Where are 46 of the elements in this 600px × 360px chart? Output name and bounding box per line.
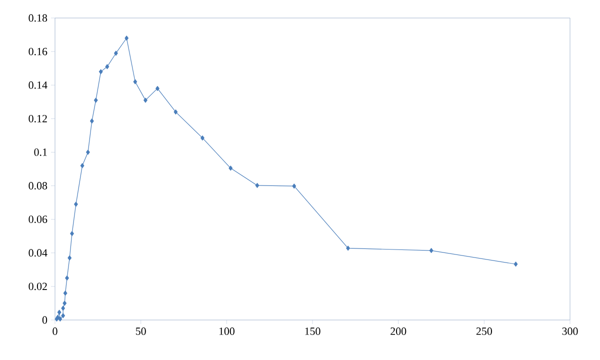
point	[68, 255, 72, 260]
point	[57, 310, 62, 315]
y-tick-label: 0.06	[28, 216, 48, 224]
point	[61, 313, 66, 318]
x-tick-label: 150	[305, 328, 320, 335]
point	[292, 184, 296, 189]
y-tick-label: 0.14	[28, 81, 48, 89]
point	[255, 182, 260, 188]
point	[514, 262, 518, 267]
point	[62, 300, 67, 306]
point	[70, 231, 74, 236]
point	[429, 248, 434, 254]
y-tick-label: 0	[42, 316, 48, 324]
x-tick-label: 50	[136, 328, 146, 335]
y-tick-label: 0.04	[28, 249, 48, 257]
point	[144, 98, 148, 103]
point	[346, 246, 350, 251]
point	[105, 64, 110, 70]
y-tick-label: 0.12	[28, 114, 47, 122]
x-tick-label: 250	[476, 328, 492, 335]
point	[174, 109, 178, 114]
point	[114, 50, 118, 56]
point	[61, 306, 66, 311]
y-tick-label: 0.18	[28, 14, 48, 22]
point	[63, 290, 68, 296]
point	[98, 69, 103, 74]
point	[80, 163, 84, 168]
point	[94, 98, 98, 103]
x-tick-label: 200	[390, 328, 406, 335]
x-tick-label: 300	[562, 328, 578, 335]
y-tick-label: 0.1	[34, 148, 47, 156]
point	[74, 202, 78, 207]
point	[228, 166, 233, 171]
point	[200, 135, 204, 140]
point	[156, 86, 160, 91]
x-tick-label: 0	[52, 328, 58, 335]
point	[133, 79, 138, 84]
point	[58, 316, 62, 322]
x-tick-label: 100	[219, 328, 234, 335]
point	[86, 150, 90, 155]
point	[124, 36, 129, 41]
y-tick-label: 0.08	[28, 182, 48, 190]
point	[90, 118, 94, 124]
point	[65, 276, 69, 281]
y-tick-label: 0.16	[28, 48, 48, 56]
y-tick-label: 0.02	[28, 282, 47, 290]
